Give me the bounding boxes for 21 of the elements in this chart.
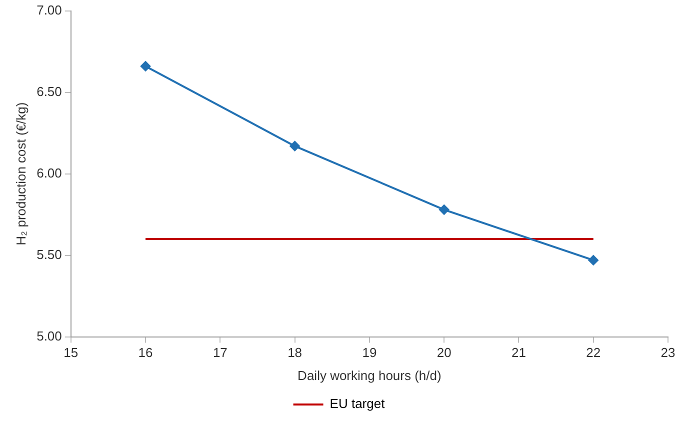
x-tick-label: 15: [64, 345, 78, 360]
point: [290, 141, 300, 152]
x-tick-label: 17: [212, 345, 228, 360]
point: [588, 255, 598, 266]
x-tick-label: 21: [511, 345, 526, 360]
y-tick-label: 5.00: [36, 328, 62, 344]
y-axis-title: H₂ production cost (€/kg): [13, 102, 28, 246]
legend-label: EU target: [330, 396, 386, 412]
y-tick-label: 5.50: [36, 246, 62, 262]
x-tick-label: 23: [660, 345, 676, 360]
y-tick-label: 6.00: [36, 165, 62, 180]
x-tick-label: 19: [362, 345, 377, 360]
y-tick-label: 7.00: [36, 2, 62, 18]
point: [439, 204, 450, 215]
x-tick-label: 18: [288, 345, 302, 360]
x-tick-label: 16: [138, 345, 153, 360]
x-tick-label: 22: [586, 345, 601, 360]
x-axis-title: Daily working hours (h/d): [298, 368, 442, 383]
point: [140, 61, 151, 72]
y-tick-label: 6.50: [36, 84, 62, 99]
x-tick-label: 20: [436, 345, 452, 360]
